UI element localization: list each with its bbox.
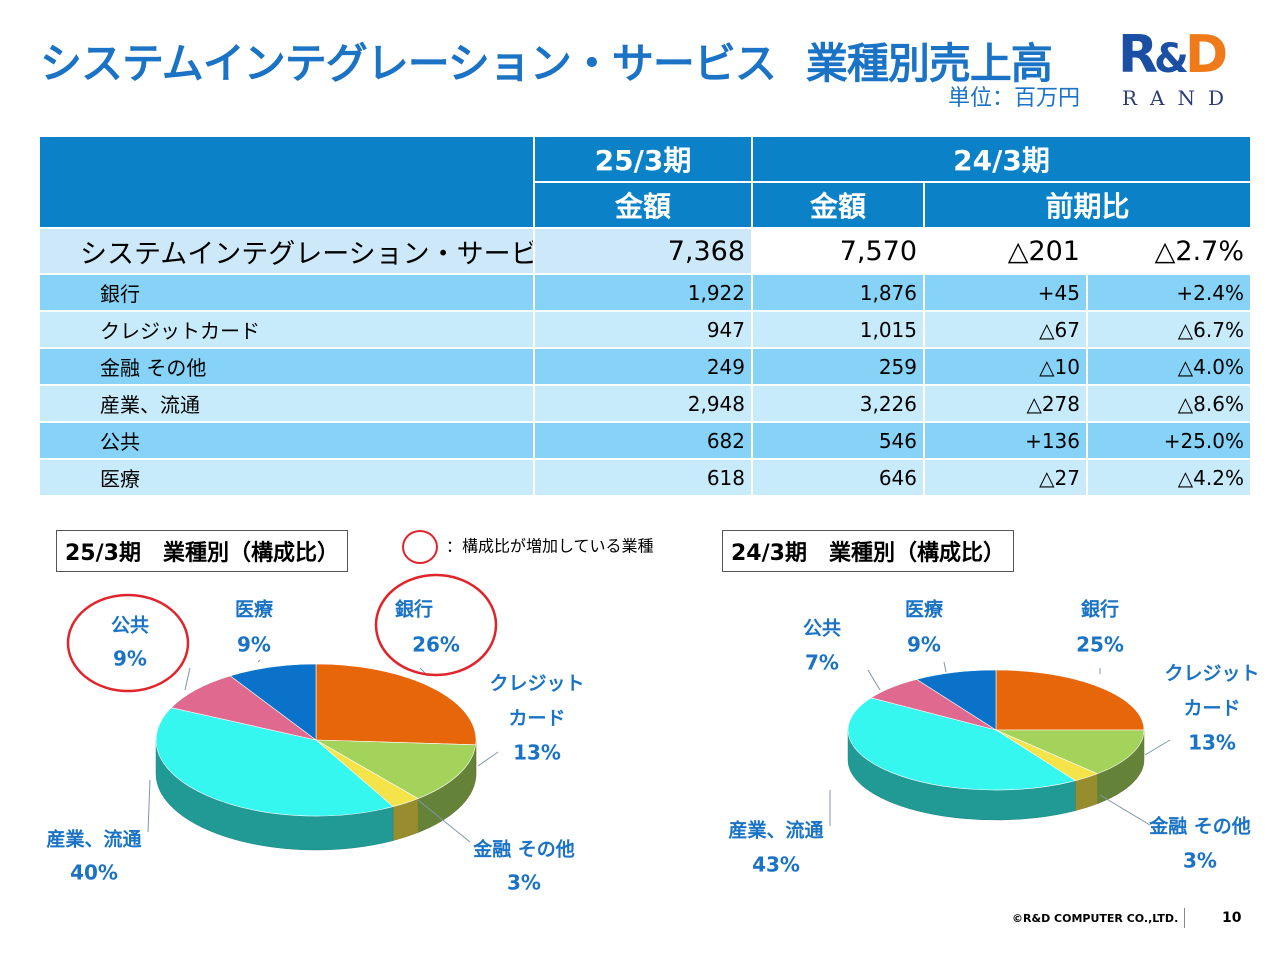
page-title: システムインテグレーション・サービス 業種別売上高 xyxy=(40,39,1053,88)
slice-value-label: 26% xyxy=(412,633,460,657)
slice-name-label: カード xyxy=(508,708,565,730)
footer-divider xyxy=(1184,908,1185,928)
table-row: 銀行 1,922 1,876 +45 +2.4% xyxy=(40,274,1250,312)
slice-value-label: 25% xyxy=(1076,633,1124,657)
table-row: 公共 682 546 +136 +25.0% xyxy=(40,422,1250,460)
leader-line xyxy=(477,751,499,767)
leader-line xyxy=(257,659,261,663)
leader-line xyxy=(417,799,471,843)
slice-name-label: 産業、流通 xyxy=(46,828,142,851)
highlight-legend: ：構成比が増加している業種 xyxy=(402,530,654,564)
slice-name-label: クレジット xyxy=(489,673,584,695)
slice-name-label: 産業、流通 xyxy=(728,819,824,842)
pie-slice-bank xyxy=(315,663,477,746)
slice-name-label: 医療 xyxy=(905,598,944,621)
slice-name-label: 金融 その他 xyxy=(472,838,575,861)
slice-value-label: 9% xyxy=(237,633,271,657)
chart-title-25: 25/3期 業種別（構成比） xyxy=(56,530,348,572)
header-24: 24/3期 xyxy=(752,137,1250,183)
table-row: 産業、流通 2,948 3,226 △278 △8.6% xyxy=(40,385,1250,423)
header-amount-25: 金額 xyxy=(534,182,753,229)
pie-slice-credit xyxy=(315,739,477,799)
header-blank xyxy=(40,137,535,229)
unit-label: 単位：百万円 xyxy=(948,86,1081,111)
slice-value-label: 3% xyxy=(1183,849,1217,873)
pie-slice-credit xyxy=(995,729,1145,775)
leader-line xyxy=(147,779,151,833)
highlight-ring-icon xyxy=(402,530,438,564)
slice-name-label: カード xyxy=(1183,698,1240,720)
slice-value-label: 7% xyxy=(805,651,839,675)
pie-slice-industry xyxy=(847,697,1077,791)
slice-value-label: 43% xyxy=(752,853,800,877)
leader-line xyxy=(184,667,191,691)
header-yoy: 前期比 xyxy=(924,182,1250,229)
table-row: 金融 その他 249 259 △10 △4.0% xyxy=(40,348,1250,386)
pie-slice-industry xyxy=(155,707,394,817)
slice-value-label: 13% xyxy=(513,741,561,765)
table-row: 医療 618 646 △27 △4.2% xyxy=(40,459,1250,497)
slice-name-label: 銀行 xyxy=(395,598,433,621)
slice-value-label: 40% xyxy=(70,861,118,885)
chart-title-24: 24/3期 業種別（構成比） xyxy=(722,530,1014,572)
slice-value-label: 9% xyxy=(907,633,941,657)
highlight-ring xyxy=(374,573,498,677)
slice-name-label: 銀行 xyxy=(1081,598,1119,621)
slice-value-label: 9% xyxy=(113,647,147,671)
header-25: 25/3期 xyxy=(534,137,753,183)
header-amount-24: 金額 xyxy=(752,182,925,229)
pie-slice-medical xyxy=(229,663,317,741)
slice-value-label: 13% xyxy=(1188,731,1236,755)
leader-line xyxy=(867,669,881,691)
pie-slice-public xyxy=(170,675,317,741)
slice-value-label: 3% xyxy=(507,871,541,895)
table-row: クレジットカード 947 1,015 △67 △6.7% xyxy=(40,311,1250,349)
pie-slice-medical xyxy=(915,669,997,731)
page-number: 10 xyxy=(1222,910,1242,926)
slice-name-label: 公共 xyxy=(803,618,841,640)
pie-chart-1: 銀行 25% クレジットカード 13% 金融 その他 3% 産業、流通 43% 公共 7% 医療 9% xyxy=(728,598,1259,877)
slice-name-label: クレジット xyxy=(1164,663,1259,685)
rand-logo: R&D RAND xyxy=(1118,25,1238,110)
slice-name-label: 金融 その他 xyxy=(1148,815,1251,838)
leader-line xyxy=(1099,794,1151,826)
pie-slice-bank xyxy=(995,669,1145,731)
slice-name-label: 医療 xyxy=(235,598,274,621)
pie-chart-0: 銀行 26% クレジットカード 13% 金融 その他 3% 産業、流通 40% 公共 9% 医療 9% xyxy=(46,573,585,895)
sales-table: 25/3期 24/3期 金額 金額 前期比 システムインテグレーション・サービス… xyxy=(40,137,1250,497)
highlight-ring xyxy=(66,593,190,693)
table-row-total: システムインテグレーション・サービス 7,368 7,570 △201 △2.7… xyxy=(40,228,1250,275)
leader-line xyxy=(1144,739,1171,756)
copyright: ©R&D COMPUTER CO.,LTD. xyxy=(1012,912,1179,925)
leader-line xyxy=(943,661,947,673)
slice-name-label: 公共 xyxy=(111,615,149,637)
